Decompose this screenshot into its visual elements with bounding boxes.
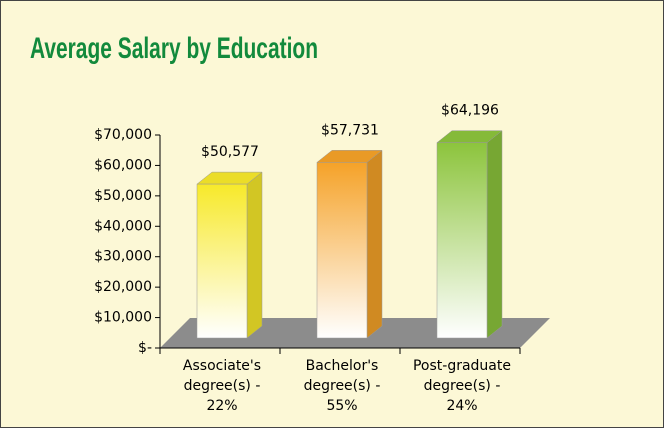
x-tick-label: Post-graduate <box>413 358 511 374</box>
y-tick-label: $10,000 <box>94 310 152 326</box>
x-tick-label: degree(s) - <box>304 378 381 394</box>
y-tick-label: $50,000 <box>94 188 152 204</box>
bar-side <box>486 130 503 339</box>
x-tick-label: 24% <box>446 398 477 414</box>
x-tick-label: degree(s) - <box>184 378 261 394</box>
x-tick-label: Bachelor's <box>306 358 379 374</box>
y-tick-label: $60,000 <box>94 157 152 173</box>
x-separators <box>159 348 521 354</box>
y-tick-label: $20,000 <box>94 279 152 295</box>
x-tick-label: 55% <box>326 398 357 414</box>
bar <box>316 162 368 339</box>
y-tick-label: $40,000 <box>94 218 152 234</box>
y-tick-label: $30,000 <box>94 249 152 265</box>
bar <box>436 142 488 339</box>
x-tick-label: 22% <box>206 398 237 414</box>
x-tick-label: Associate's <box>183 358 261 374</box>
bar-side <box>246 171 263 339</box>
chart-title: Average Salary by Education <box>30 32 318 65</box>
y-tick-label: $- <box>138 340 152 356</box>
value-label: $57,731 <box>321 122 379 138</box>
bar-side <box>366 149 383 339</box>
bar <box>196 183 248 339</box>
value-label: $50,577 <box>201 144 259 160</box>
x-tick-label: degree(s) - <box>424 378 501 394</box>
value-label: $64,196 <box>441 103 499 119</box>
y-tick-label: $70,000 <box>94 127 152 143</box>
